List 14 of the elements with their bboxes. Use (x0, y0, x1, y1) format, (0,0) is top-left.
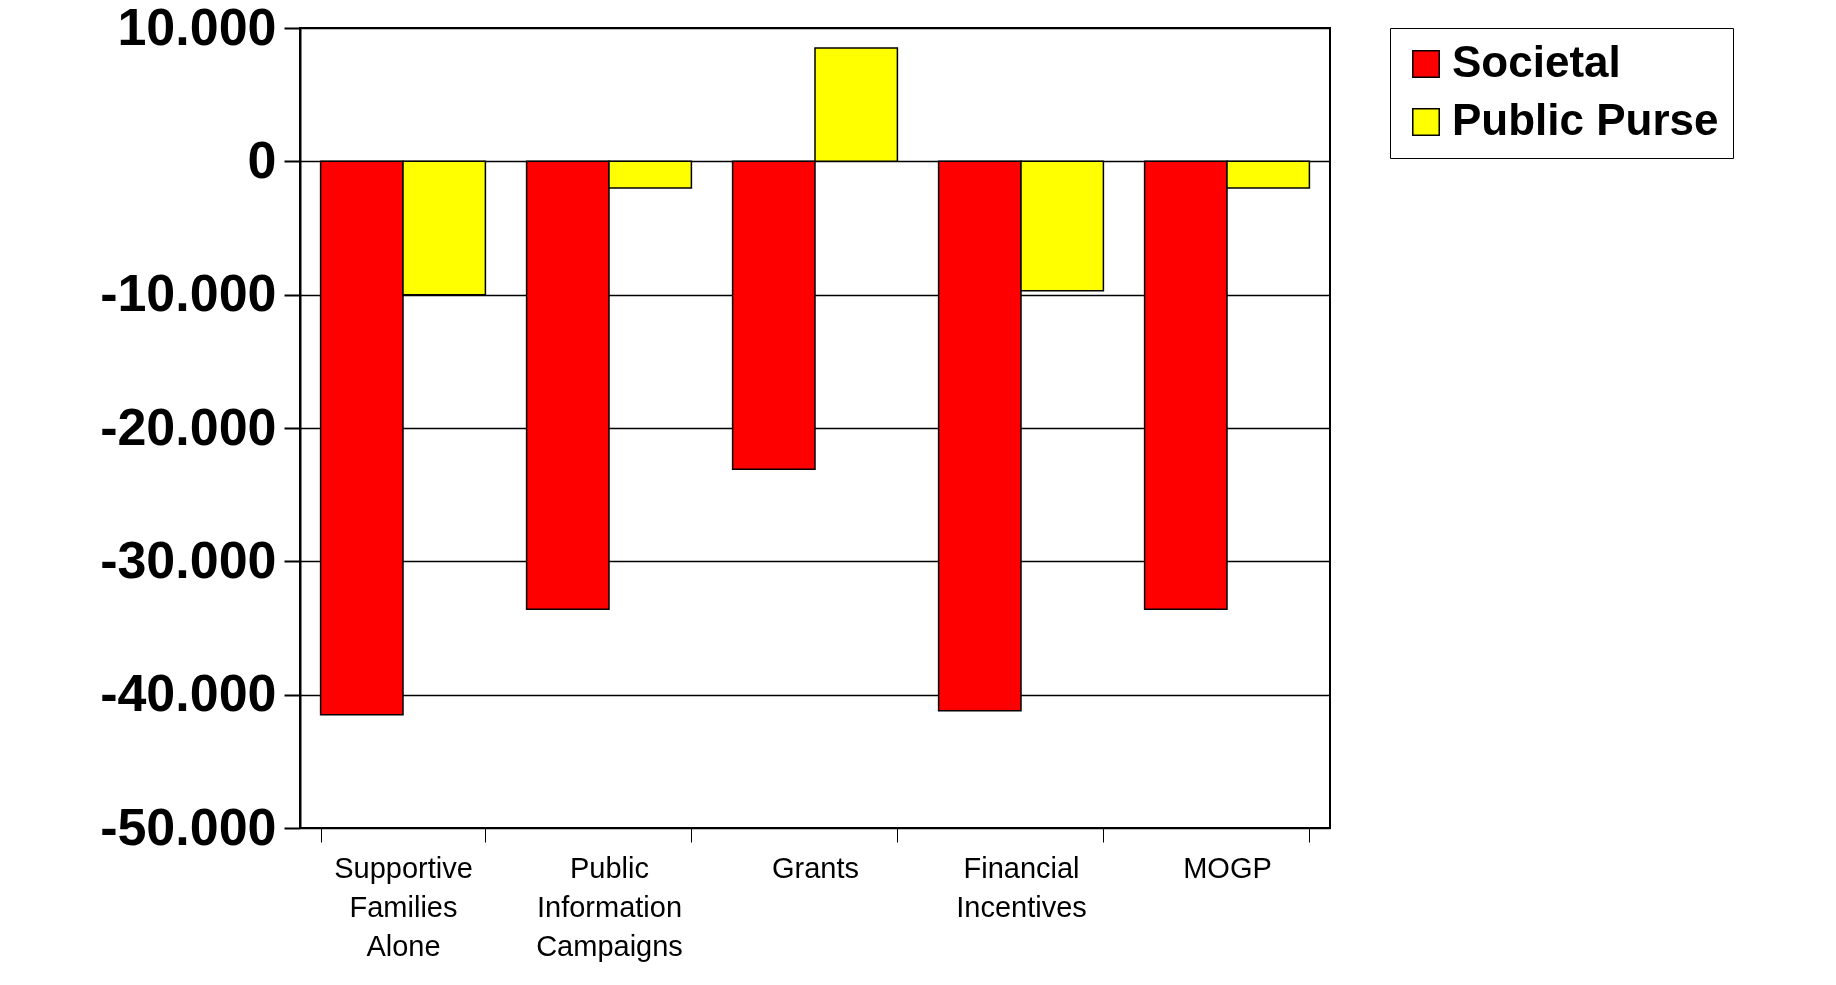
x-tick-label: Financial Incentives (956, 851, 1087, 923)
x-tick-label: Grants (771, 851, 860, 884)
x-tick-label: Supportive Families Alone (334, 851, 473, 962)
x-tick-label: Public Information Campaigns (536, 851, 683, 962)
y-tick-label: -20.000 (100, 397, 277, 456)
y-tick-label: 10.000 (117, 0, 277, 56)
y-tick-label: -40.000 (100, 664, 277, 723)
legend-label: Public Purse (1452, 95, 1719, 144)
legend-label: Societal (1452, 37, 1621, 86)
y-tick-label: -10.000 (100, 264, 277, 323)
y-tick-label: -30.000 (100, 530, 277, 589)
y-tick-label: -50.000 (100, 797, 277, 856)
y-tick-label: 0 (247, 130, 277, 189)
x-tick-label: MOGP (1183, 851, 1272, 884)
